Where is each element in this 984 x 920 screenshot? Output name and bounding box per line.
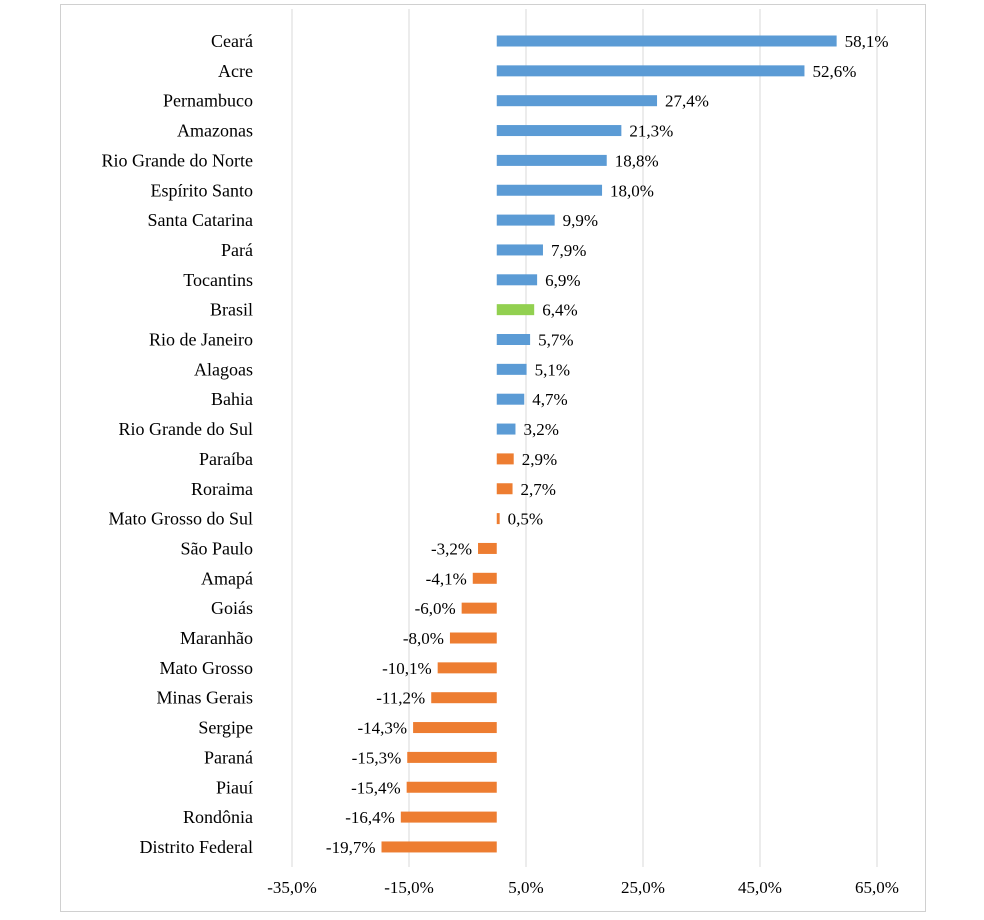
- category-label: Mato Grosso: [160, 658, 254, 678]
- bar: [496, 513, 500, 525]
- x-axis-tick-labels: -35,0% -15,0% 5,0% 25,0% 45,0% 65,0%: [267, 878, 899, 897]
- bar: [496, 154, 607, 166]
- bar-chart: Ceará Acre Pernambuco Amazonas Rio Grande do…: [102, 9, 899, 897]
- bar: [496, 274, 538, 286]
- bar: [478, 542, 497, 554]
- bars: [381, 35, 837, 853]
- category-label: Piauí: [216, 777, 253, 797]
- data-label: 6,9%: [545, 271, 580, 290]
- category-label: Maranhão: [180, 628, 253, 648]
- category-label: Amazonas: [177, 121, 253, 141]
- x-tick-label: 45,0%: [738, 878, 782, 897]
- category-label: Distrito Federal: [140, 837, 253, 857]
- bar: [496, 214, 555, 226]
- data-label: 3,2%: [523, 420, 558, 439]
- category-label: Paraná: [204, 747, 253, 767]
- category-label: Santa Catarina: [148, 210, 253, 230]
- data-label: 18,8%: [615, 151, 659, 170]
- x-tick-label: -15,0%: [384, 878, 434, 897]
- category-label: Pernambuco: [163, 91, 253, 111]
- bar: [381, 841, 497, 853]
- value-labels: 58,1% 52,6% 27,4% 21,3% 18,8% 18,0% 9,9% 7,9% 6,…: [326, 32, 889, 857]
- x-tick-label: 65,0%: [855, 878, 899, 897]
- bar: [496, 95, 658, 107]
- data-label: -10,1%: [382, 659, 432, 678]
- category-label: Sergipe: [198, 718, 253, 738]
- data-label: -4,1%: [426, 569, 467, 588]
- bar: [496, 125, 622, 137]
- category-label: Paraíba: [199, 449, 253, 469]
- bar: [406, 781, 497, 793]
- bar: [496, 334, 531, 345]
- bar: [496, 65, 805, 77]
- x-tick-label: -35,0%: [267, 878, 317, 897]
- category-label: Brasil: [210, 300, 253, 320]
- data-label: 27,4%: [665, 92, 709, 111]
- category-label: São Paulo: [180, 538, 253, 558]
- x-tick-label: 5,0%: [508, 878, 543, 897]
- bar: [472, 572, 497, 584]
- category-label: Roraima: [191, 479, 253, 499]
- category-label: Amapá: [201, 568, 253, 588]
- category-label: Tocantins: [183, 270, 253, 290]
- data-label: 9,9%: [563, 211, 598, 230]
- category-label: Pará: [221, 240, 253, 260]
- data-label: 2,9%: [522, 450, 557, 469]
- category-label: Rio de Janeiro: [149, 330, 253, 350]
- bar: [496, 184, 603, 196]
- bar: [496, 35, 837, 47]
- data-label: 5,1%: [535, 360, 570, 379]
- category-label: Bahia: [211, 389, 253, 409]
- category-label: Alagoas: [194, 359, 253, 379]
- bar: [496, 453, 514, 465]
- data-label: 2,7%: [521, 480, 556, 499]
- data-label: 18,0%: [610, 181, 654, 200]
- bar: [400, 811, 497, 823]
- data-label: -16,4%: [345, 808, 395, 827]
- category-labels: Ceará Acre Pernambuco Amazonas Rio Grande do…: [102, 31, 253, 857]
- category-label: Acre: [218, 61, 253, 81]
- data-label: -15,3%: [352, 748, 402, 767]
- data-label: -3,2%: [431, 539, 472, 558]
- data-label: 4,7%: [532, 390, 567, 409]
- data-label: -11,2%: [376, 689, 425, 708]
- category-label: Rio Grande do Sul: [119, 419, 254, 439]
- data-label: 6,4%: [542, 301, 577, 320]
- data-label: 21,3%: [629, 122, 673, 141]
- bar: [461, 602, 497, 614]
- category-label: Ceará: [211, 31, 253, 51]
- chart-frame: Ceará Acre Pernambuco Amazonas Rio Grande do…: [60, 4, 926, 912]
- category-label: Espírito Santo: [151, 180, 254, 200]
- data-label: 52,6%: [812, 62, 856, 81]
- data-label: -15,4%: [351, 778, 401, 797]
- bar: [431, 692, 497, 704]
- bar: [496, 304, 535, 316]
- data-label: -14,3%: [358, 719, 408, 738]
- bar: [496, 483, 513, 495]
- data-label: 5,7%: [538, 331, 573, 350]
- data-label: 58,1%: [845, 32, 889, 51]
- data-label: 7,9%: [551, 241, 586, 260]
- data-label: -19,7%: [326, 838, 376, 857]
- category-label: Minas Gerais: [157, 688, 253, 708]
- bar: [407, 751, 497, 763]
- category-label: Rondônia: [183, 807, 253, 827]
- category-label: Goiás: [211, 598, 253, 618]
- x-tick-label: 25,0%: [621, 878, 665, 897]
- category-label: Rio Grande do Norte: [102, 150, 253, 170]
- data-label: -6,0%: [415, 599, 456, 618]
- bar: [496, 423, 516, 435]
- gridlines: [291, 9, 878, 867]
- bar: [413, 722, 497, 734]
- bar: [449, 632, 497, 644]
- data-label: 0,5%: [508, 510, 543, 529]
- data-label: -8,0%: [403, 629, 444, 648]
- bar: [496, 363, 527, 375]
- bar: [437, 662, 497, 674]
- category-label: Mato Grosso do Sul: [108, 509, 253, 529]
- bar: [496, 393, 525, 405]
- bar: [496, 244, 543, 256]
